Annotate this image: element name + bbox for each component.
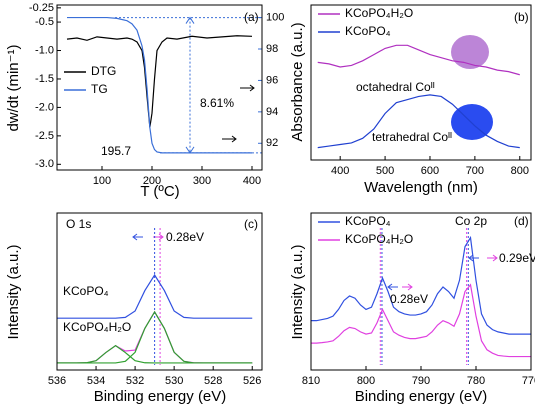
axis-pointer bbox=[222, 135, 237, 143]
legend-label: KCoPO₄ bbox=[345, 24, 391, 38]
x-tick-label: 100 bbox=[93, 175, 111, 187]
x-tick-label: 700 bbox=[466, 165, 484, 177]
x-tick-label: 780 bbox=[467, 375, 485, 387]
x-tick-label: 500 bbox=[376, 165, 394, 177]
shift-arrow bbox=[468, 254, 479, 262]
shift-arrow bbox=[387, 283, 398, 291]
y-axis-label: Intensity (a.u.) bbox=[289, 244, 306, 339]
series-line bbox=[57, 273, 253, 319]
x-tick-label: 536 bbox=[48, 375, 66, 387]
x-tick-label: 770 bbox=[522, 375, 535, 387]
annotation: (d) bbox=[514, 214, 529, 228]
inset-crystal-octahedral bbox=[451, 35, 489, 69]
annotation: 0.28eV bbox=[390, 292, 428, 306]
y-tick-label: -1.5 bbox=[35, 73, 54, 85]
x-tick-label: 800 bbox=[511, 165, 529, 177]
y2-tick-label: 98 bbox=[266, 43, 278, 55]
y-tick-label: -0.5 bbox=[35, 16, 54, 28]
annotation: KCoPO₄H₂O bbox=[63, 320, 131, 334]
y-tick-label: -1.0 bbox=[35, 44, 54, 56]
annotation: 0.29eV bbox=[499, 251, 535, 265]
x-axis-label: Binding energy (eV) bbox=[355, 388, 488, 405]
x-tick-label: 526 bbox=[243, 375, 261, 387]
x-tick-label: 790 bbox=[412, 375, 430, 387]
series-line bbox=[311, 283, 531, 358]
legend-label: DTG bbox=[91, 64, 116, 78]
series-line bbox=[67, 16, 252, 154]
axis-pointer bbox=[240, 84, 255, 92]
x-axis-label: T (ºC) bbox=[140, 183, 179, 200]
shift-arrow bbox=[132, 233, 143, 241]
annotation: O 1s bbox=[66, 217, 91, 231]
x-tick-label: 200 bbox=[143, 175, 161, 187]
plot-frame bbox=[56, 212, 263, 371]
series-line bbox=[317, 94, 520, 149]
legend-label: KCoPO₄H₂O bbox=[345, 232, 413, 246]
plot-frame bbox=[56, 4, 263, 171]
x-tick-label: 810 bbox=[302, 375, 320, 387]
x-tick-label: 400 bbox=[331, 165, 349, 177]
x-tick-label: 528 bbox=[204, 375, 222, 387]
x-tick-label: 600 bbox=[421, 165, 439, 177]
y-tick-label: -2.5 bbox=[35, 130, 54, 142]
x-tick-label: 300 bbox=[193, 175, 211, 187]
annotation: 195.7 bbox=[101, 144, 131, 158]
series-line bbox=[311, 235, 531, 335]
y-axis-label: dw/dt (min⁻¹) bbox=[5, 44, 22, 131]
y-tick-label: -3.0 bbox=[35, 158, 54, 170]
y-axis-label: Absorbance (a.u.) bbox=[289, 22, 306, 141]
y-tick-label: -0.25 bbox=[29, 2, 54, 14]
annotation: (b) bbox=[514, 10, 529, 24]
shift-arrow bbox=[402, 283, 413, 291]
shift-arrow bbox=[487, 254, 498, 262]
y2-tick-label: 94 bbox=[266, 106, 278, 118]
y-tick-label: -2.0 bbox=[35, 101, 54, 113]
x-tick-label: 534 bbox=[87, 375, 105, 387]
x-tick-label: 400 bbox=[243, 175, 261, 187]
y2-tick-label: 96 bbox=[266, 74, 278, 86]
annotation: tetrahedral Coᴵᴵ bbox=[372, 130, 452, 144]
annotation: 0.28eV bbox=[166, 230, 204, 244]
legend-label: KCoPO₄H₂O bbox=[345, 6, 413, 20]
x-tick-label: 530 bbox=[165, 375, 183, 387]
y-axis-label: Intensity (a.u.) bbox=[5, 244, 22, 339]
series-line bbox=[317, 44, 520, 76]
y2-tick-label: 100 bbox=[266, 11, 284, 23]
legend-label: TG bbox=[91, 82, 108, 96]
x-axis-label: Wavelength (nm) bbox=[364, 179, 478, 196]
x-tick-label: 800 bbox=[357, 375, 375, 387]
plot-frame bbox=[310, 212, 532, 371]
annotation: Co 2p bbox=[455, 214, 487, 228]
x-tick-label: 532 bbox=[126, 375, 144, 387]
annotation: (c) bbox=[244, 217, 258, 231]
annotation: (a) bbox=[244, 10, 259, 24]
y2-tick-label: 92 bbox=[266, 137, 278, 149]
annotation: octahedral Coᴵᴵ bbox=[356, 80, 435, 94]
series-line bbox=[57, 344, 253, 364]
legend-label: KCoPO₄ bbox=[345, 214, 391, 228]
annotation: 8.61% bbox=[200, 96, 234, 110]
x-axis-label: Binding energy (eV) bbox=[94, 388, 227, 405]
plot-frame bbox=[310, 4, 532, 161]
annotation: KCoPO₄ bbox=[63, 284, 109, 298]
